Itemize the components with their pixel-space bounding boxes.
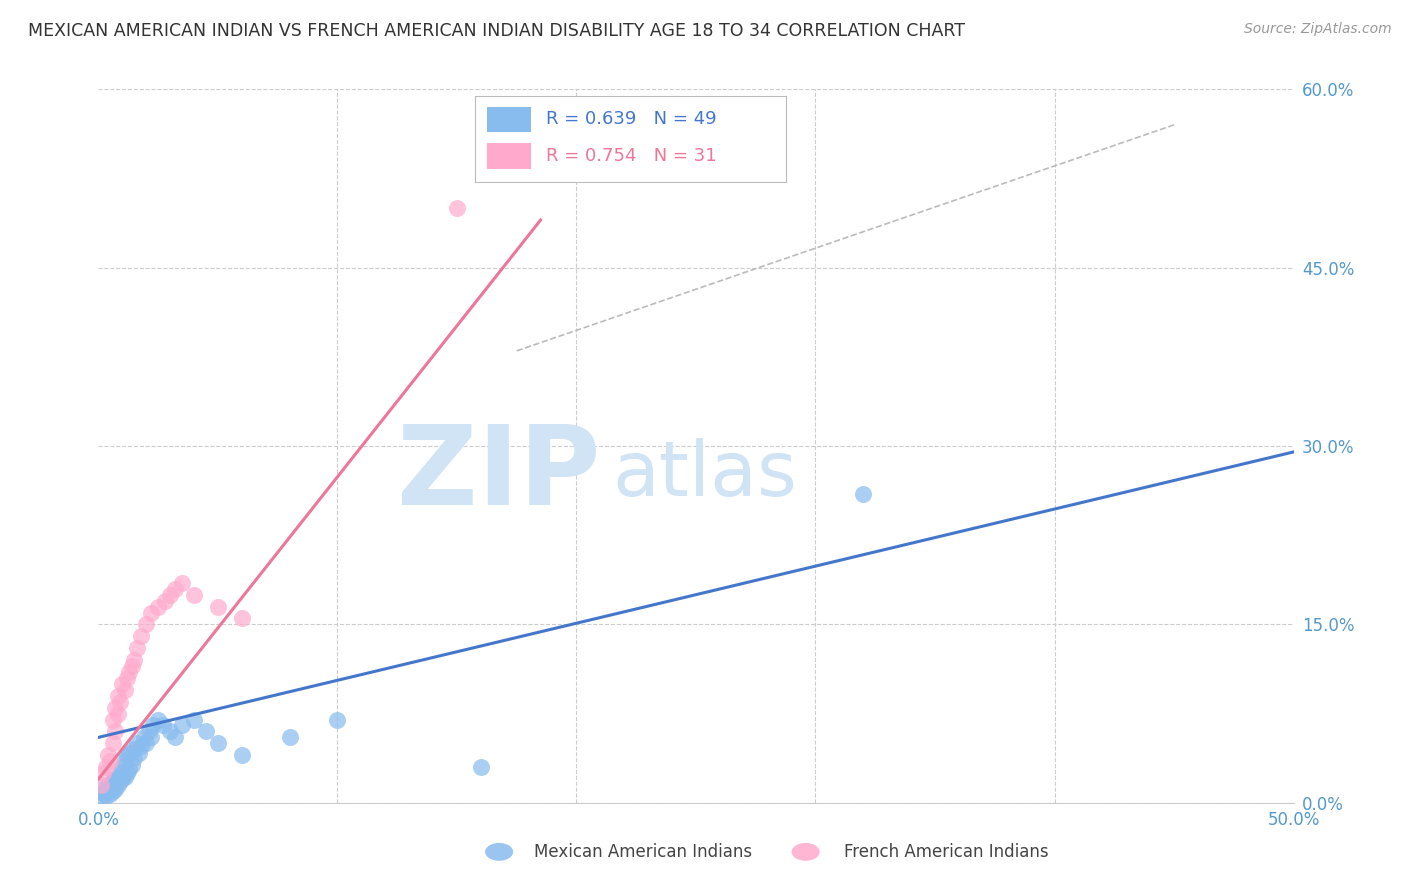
Point [231,611,253,625]
Point [104,772,127,786]
Point [207,736,229,750]
Point [118,665,141,679]
Point [111,760,134,774]
Point [107,706,129,721]
Point [115,748,138,763]
Point [97,785,120,799]
Point [159,588,181,602]
Point [107,689,129,703]
Point [90,778,112,792]
Point [163,582,186,596]
Point [128,746,150,760]
Point [138,724,160,739]
Point [115,671,138,685]
Point [135,736,157,750]
Point [118,746,141,760]
Point [104,724,127,739]
Point [172,575,194,590]
Point [101,736,124,750]
Point [172,718,194,732]
Point [131,629,153,643]
Point [159,724,181,739]
Point [101,774,124,789]
Point [91,786,114,800]
Point [148,599,170,614]
Point [124,750,146,764]
Point [98,779,122,793]
Point [94,784,117,798]
Point [131,739,153,753]
Point [148,713,170,727]
Point [152,718,174,732]
Point [139,731,162,745]
Point [155,593,177,607]
Point [91,766,114,780]
Point [163,731,186,745]
Point [326,713,349,727]
Text: atlas: atlas [613,438,797,511]
Point [108,774,131,789]
Point [115,766,138,780]
Point [114,770,136,784]
Point [97,748,120,763]
Point [111,677,134,691]
Text: French American Indians: French American Indians [844,843,1049,861]
Point [278,731,301,745]
Point [125,736,148,750]
Point [98,788,122,802]
Point [94,789,117,803]
Point [98,754,122,768]
Point [142,718,165,732]
Point [121,659,143,673]
Point [111,772,134,786]
Point [101,784,124,798]
Point [107,770,129,784]
Point [121,757,143,772]
Text: Mexican American Indians: Mexican American Indians [534,843,752,861]
Point [124,653,146,667]
Point [124,742,146,756]
Point [207,599,229,614]
Point [231,748,253,763]
Point [114,682,136,697]
Point [101,713,124,727]
Point [91,781,114,796]
Point [183,713,205,727]
Text: Source: ZipAtlas.com: Source: ZipAtlas.com [1244,22,1392,37]
Point [104,781,127,796]
Point [135,617,157,632]
Point [118,763,141,777]
Point [114,754,136,768]
Point [125,641,148,656]
Text: ZIP: ZIP [396,421,600,528]
Point [107,778,129,792]
Point [183,588,205,602]
Point [104,700,127,714]
Point [108,695,131,709]
Point [446,201,468,215]
Point [470,760,492,774]
Point [132,731,155,745]
Point [90,789,112,804]
Point [108,766,131,780]
Point [97,778,120,792]
Point [139,606,162,620]
Point [194,724,218,739]
Point [852,486,875,500]
Text: MEXICAN AMERICAN INDIAN VS FRENCH AMERICAN INDIAN DISABILITY AGE 18 TO 34 CORREL: MEXICAN AMERICAN INDIAN VS FRENCH AMERIC… [28,22,965,40]
Point [94,760,117,774]
